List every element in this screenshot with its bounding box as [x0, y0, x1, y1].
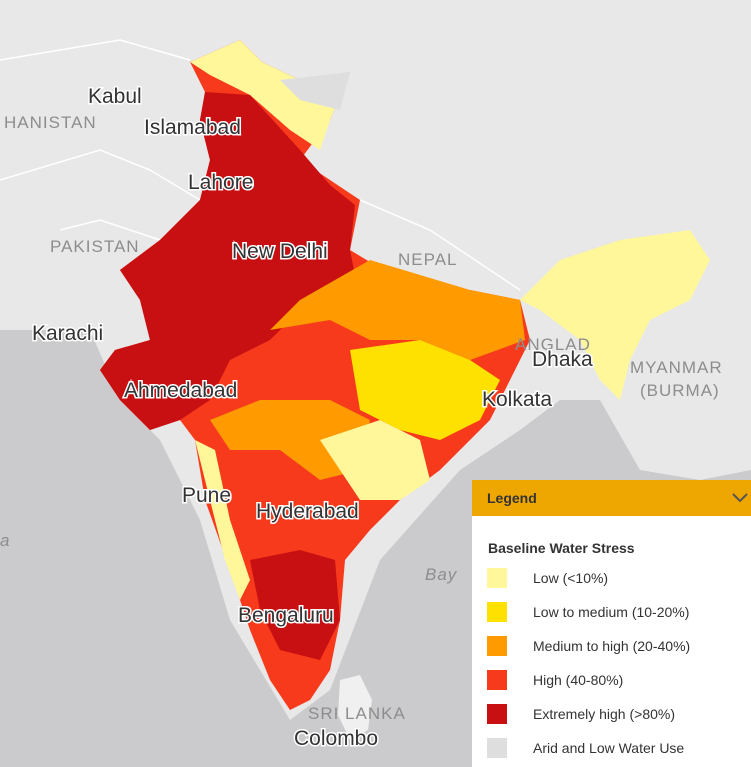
country-label: NEPAL: [398, 250, 458, 269]
legend-header-text: Legend: [487, 490, 537, 506]
city-label: Karachi: [32, 322, 103, 345]
legend-title: Baseline Water Stress: [488, 540, 635, 556]
city-label: Dhaka: [532, 348, 593, 371]
country-label: PAKISTAN: [50, 237, 140, 256]
country-label: ANGLAD: [515, 335, 591, 354]
legend-label: Arid and Low Water Use: [533, 740, 684, 756]
legend: Legend Baseline Water Stress Low (<10%) L…: [472, 480, 751, 767]
legend-header[interactable]: [472, 480, 751, 516]
city-label: Ahmedabad: [124, 379, 237, 402]
legend-swatch: [487, 670, 507, 690]
city-label: Hyderabad: [256, 500, 359, 523]
country-label: (BURMA): [640, 381, 720, 400]
city-label: Colombo: [294, 727, 378, 750]
stress-region: [280, 72, 350, 110]
sea-label: Bay: [425, 565, 458, 584]
sea-label: a: [0, 531, 10, 550]
country-label: HANISTAN: [4, 113, 97, 132]
legend-panel: [472, 480, 751, 767]
borders: [0, 39, 521, 291]
stress-region: [350, 340, 500, 440]
sri-lanka: [338, 675, 372, 740]
stress-region: [520, 230, 710, 400]
city-label: Kolkata: [482, 388, 552, 411]
collapse-chevron[interactable]: [732, 493, 748, 503]
stress-region: [320, 420, 430, 500]
city-label: Pune: [182, 484, 231, 507]
legend-label: Extremely high (>80%): [533, 706, 675, 722]
legend-swatch: [487, 568, 507, 588]
legend-label: Low (<10%): [533, 570, 608, 586]
country-label: SRI LANKA: [308, 704, 406, 723]
india-regions: [100, 40, 710, 710]
legend-label: Medium to high (20-40%): [533, 638, 690, 654]
city-label: New Delhi: [232, 240, 328, 263]
country-label: MYANMAR: [630, 358, 723, 377]
city-label: Kabul: [88, 85, 142, 108]
legend-label: High (40-80%): [533, 672, 623, 688]
legend-swatch: [487, 636, 507, 656]
stress-region: [270, 260, 525, 360]
stress-region: [250, 550, 340, 660]
city-label: Islamabad: [144, 116, 241, 139]
city-label: Lahore: [188, 171, 253, 194]
legend-swatch: [487, 738, 507, 758]
stress-region: [195, 440, 250, 600]
legend-swatch: [487, 704, 507, 724]
city-label: Bengaluru: [238, 604, 334, 627]
legend-label: Low to medium (10-20%): [533, 604, 689, 620]
map-labels: Kabul HANISTAN Islamabad Lahore PAKISTAN…: [0, 84, 723, 752]
stress-region: [210, 400, 370, 480]
stress-region: [100, 92, 360, 430]
stress-region: [190, 40, 350, 150]
legend-swatch: [487, 602, 507, 622]
